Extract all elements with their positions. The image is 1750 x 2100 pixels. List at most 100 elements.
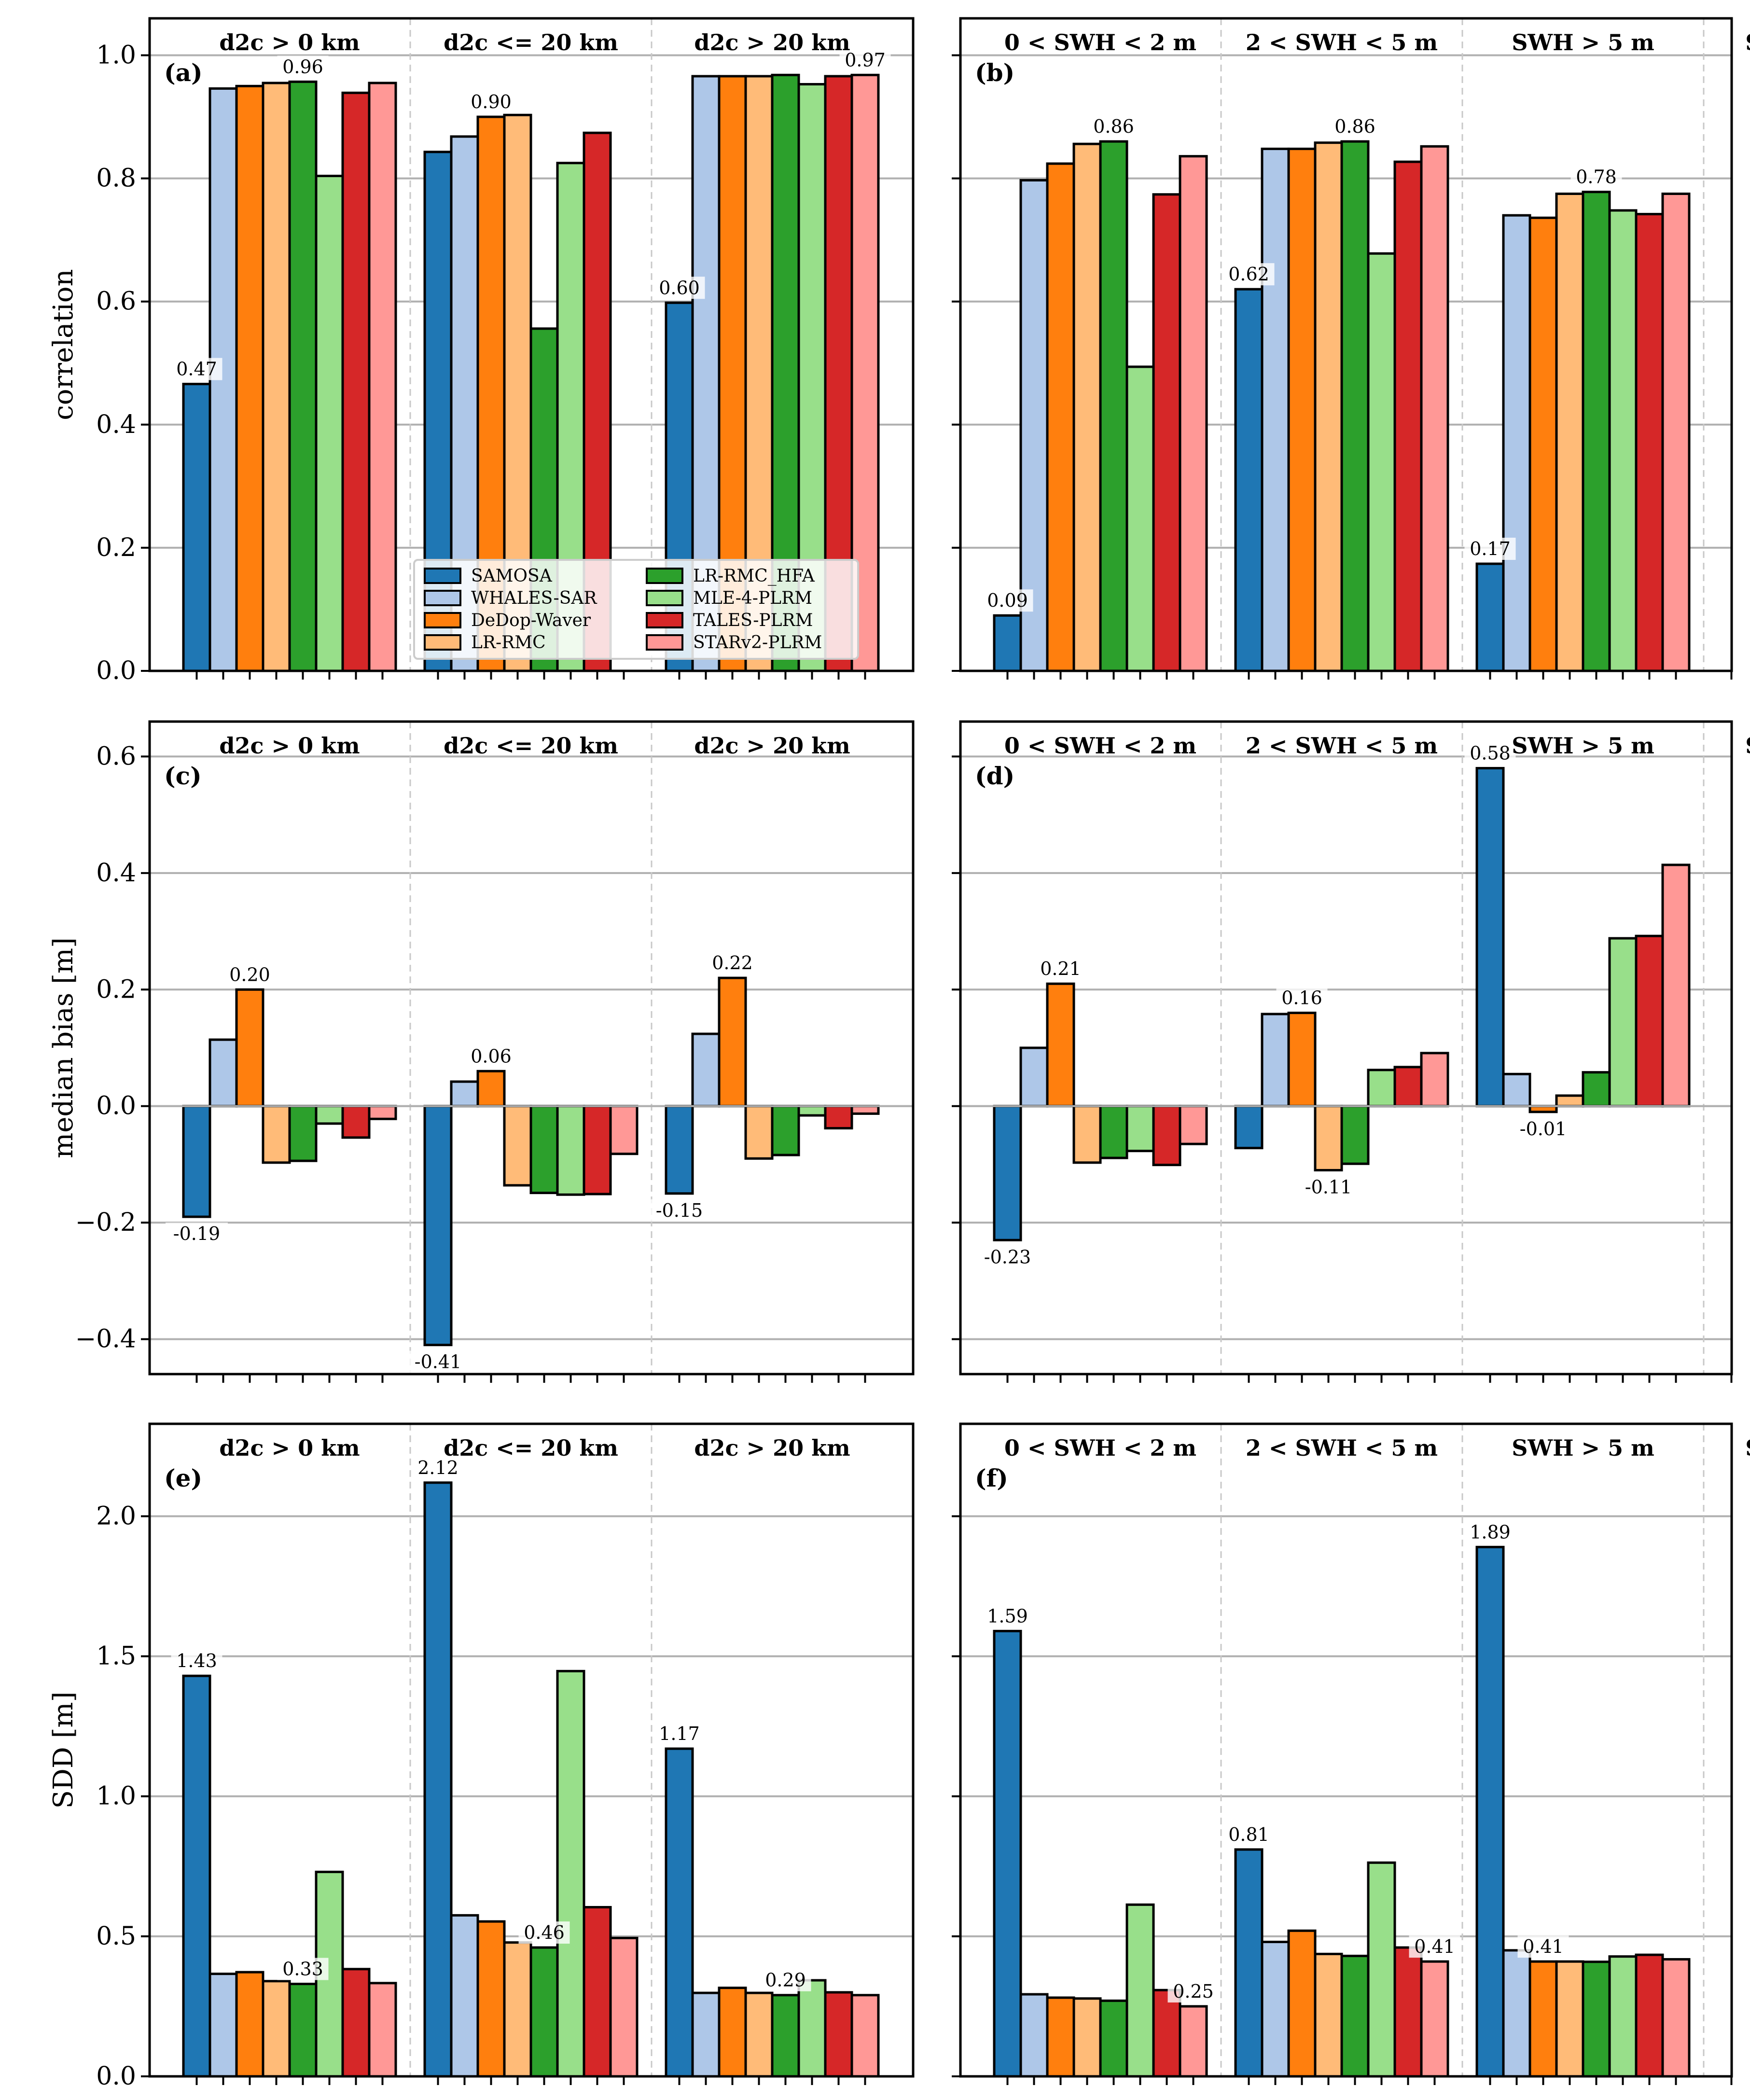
value-label: 1.89 xyxy=(1470,1521,1511,1543)
bar-dedop-waver xyxy=(476,1920,506,2078)
value-label-bg xyxy=(1035,958,1086,980)
y-tick-label: 0.8 xyxy=(96,164,136,193)
bar-mle-4-plrm xyxy=(1125,1105,1155,1153)
bar-starv2-plrm xyxy=(368,1105,397,1120)
bar-mle-4-plrm xyxy=(1367,252,1396,672)
chart-panel-b: 0.09 0.86 0.62 0.86 0.17 0.78 0 < SWH < 2 m 2 <… xyxy=(952,17,1750,680)
value-label: 0.29 xyxy=(765,1970,806,1991)
bar-mle-4-plrm xyxy=(315,1105,344,1125)
value-label-bg xyxy=(1329,115,1381,138)
bar-samosa xyxy=(993,614,1022,672)
bar-lr-rmc-hfa xyxy=(1099,1999,1128,2078)
y-tick-label: −0.4 xyxy=(75,1325,136,1354)
value-label-bg xyxy=(166,1223,228,1245)
value-label-bg xyxy=(760,1969,811,1991)
group-title: SWH > 10 m xyxy=(1745,29,1750,56)
group-title: SWH > 5 m xyxy=(1512,733,1654,759)
axes-frame xyxy=(959,17,1733,672)
value-label: -0.23 xyxy=(984,1246,1031,1267)
value-label-bg xyxy=(982,589,1033,612)
bar-dedop-waver xyxy=(1528,216,1558,672)
bar-tales-plrm xyxy=(341,1968,371,2078)
value-label-bg xyxy=(277,1958,329,1980)
legend-swatch xyxy=(646,568,683,584)
value-label-bg xyxy=(653,1723,705,1745)
chart-panel-f: 1.59 0.25 0.81 0.41 1.89 0.41 0 < SWH < 2 m 2 <… xyxy=(952,1422,1750,2085)
y-tick-label: 0.0 xyxy=(96,1092,136,1121)
group-title: SWH > 10 m xyxy=(1745,1435,1750,1461)
legend-entry: LR-RMC xyxy=(471,633,546,653)
y-tick-label: 0.4 xyxy=(96,410,136,439)
bar-starv2-plrm xyxy=(1420,1052,1449,1108)
axes-frame xyxy=(148,720,915,1376)
bar-mle-4-plrm xyxy=(797,1105,827,1117)
value-label: 0.33 xyxy=(282,1959,323,1980)
bar-tales-plrm xyxy=(1635,934,1664,1108)
bar-lr-rmc-hfa xyxy=(1340,1105,1370,1165)
bar-whales-sar xyxy=(1019,1993,1049,2078)
bar-tales-plrm xyxy=(341,91,371,672)
value-label: 0.86 xyxy=(1334,116,1375,137)
bar-whales-sar xyxy=(691,1032,721,1108)
value-label-bg xyxy=(465,1045,517,1068)
bar-mle-4-plrm xyxy=(315,175,344,672)
axes-frame xyxy=(959,1422,1733,2078)
bar-tales-plrm xyxy=(341,1105,371,1139)
value-label-bg xyxy=(465,91,517,113)
value-label-bg xyxy=(1570,166,1622,188)
legend-entry: LR-RMC_HFA xyxy=(693,566,815,586)
value-label-bg xyxy=(1464,538,1516,560)
value-label: 0.20 xyxy=(229,964,270,985)
bar-mle-4-plrm xyxy=(1367,1069,1396,1108)
bar-whales-sar xyxy=(1502,1949,1531,2078)
bar-dedop-waver xyxy=(1287,1929,1317,2078)
y-tick-label: 1.0 xyxy=(96,41,136,70)
group-title: 0 < SWH < 2 m xyxy=(1004,733,1196,759)
bar-samosa xyxy=(1475,562,1505,672)
y-tick-label: 1.5 xyxy=(96,1642,136,1671)
value-label-bg xyxy=(1512,1117,1574,1140)
bar-whales-sar xyxy=(208,1973,238,2078)
legend-swatch xyxy=(646,590,683,606)
bar-whales-sar xyxy=(691,1991,721,2078)
value-label: 0.60 xyxy=(659,277,700,298)
bar-lr-rmc xyxy=(262,82,291,672)
bar-starv2-plrm xyxy=(368,82,397,672)
value-label: -0.01 xyxy=(1520,1118,1567,1140)
bar-dedop-waver xyxy=(1528,1960,1558,2078)
bar-lr-rmc xyxy=(1555,1960,1584,2078)
axes-frame xyxy=(148,1422,915,2078)
group-title: d2c <= 20 km xyxy=(444,1435,618,1461)
group-title: d2c > 0 km xyxy=(219,1435,360,1461)
bar-lr-rmc-hfa xyxy=(529,1946,559,2078)
bar-starv2-plrm xyxy=(1179,1105,1208,1145)
bar-whales-sar xyxy=(1502,1072,1531,1108)
value-label-bg xyxy=(407,1350,469,1373)
panel-tag: (d) xyxy=(975,762,1014,790)
bar-lr-rmc xyxy=(1072,1105,1102,1164)
bar-dedop-waver xyxy=(235,1971,264,2078)
value-label: 0.62 xyxy=(1228,264,1269,285)
panel-tag: (e) xyxy=(164,1464,202,1492)
bar-lr-rmc xyxy=(744,1991,774,2078)
bar-lr-rmc xyxy=(1072,1997,1102,2078)
bar-dedop-waver xyxy=(1046,982,1075,1108)
y-tick-label: 1.0 xyxy=(96,1782,136,1811)
group-title: 0 < SWH < 2 m xyxy=(1004,1435,1196,1461)
value-label: -0.41 xyxy=(415,1351,461,1373)
y-tick-label: 0.0 xyxy=(96,2062,136,2091)
y-tick-label: 0.0 xyxy=(96,656,136,685)
bar-samosa xyxy=(665,1105,694,1195)
bar-starv2-plrm xyxy=(609,1105,639,1155)
bar-samosa xyxy=(1234,1105,1264,1150)
bar-dedop-waver xyxy=(1046,162,1075,672)
bar-lr-rmc xyxy=(503,1941,532,2078)
bar-whales-sar xyxy=(1019,1046,1049,1108)
bar-mle-4-plrm xyxy=(1608,937,1638,1108)
bar-mle-4-plrm xyxy=(556,1669,585,2078)
bar-lr-rmc xyxy=(1072,142,1102,672)
bar-dedop-waver xyxy=(235,84,264,672)
value-label-bg xyxy=(1167,1980,1219,2003)
value-label-bg xyxy=(1409,1935,1460,1958)
